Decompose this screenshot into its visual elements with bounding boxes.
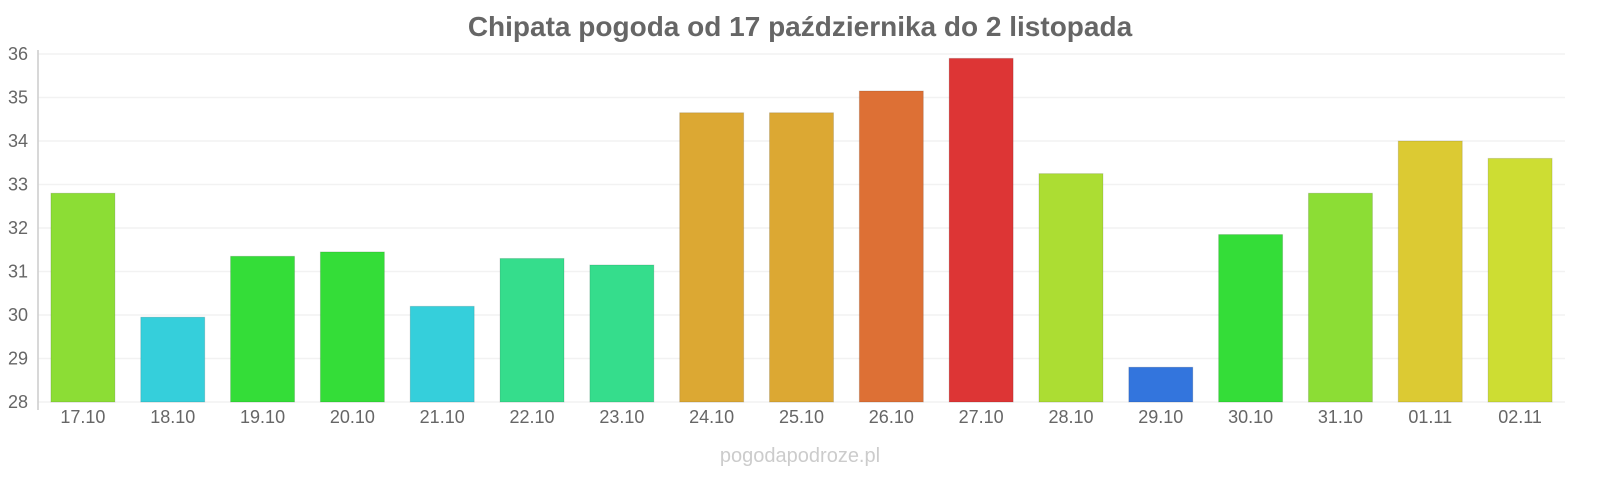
x-tick-label: 23.10 — [599, 407, 644, 427]
y-tick-label: 36 — [8, 44, 28, 64]
x-tick-label: 21.10 — [420, 407, 465, 427]
footer-watermark: pogodapodroze.pl — [720, 445, 880, 467]
y-tick-label: 32 — [8, 218, 28, 238]
x-tick-label: 29.10 — [1138, 407, 1183, 427]
x-tick-label: 02.11 — [1498, 407, 1542, 427]
bars — [50, 57, 1553, 403]
x-tick-label: 31.10 — [1318, 407, 1363, 427]
bar-25.10 — [769, 112, 834, 403]
y-tick-label: 35 — [8, 88, 28, 108]
bar-29.10 — [1128, 366, 1194, 403]
bar-02.11 — [1487, 157, 1553, 403]
y-tick-label: 34 — [8, 131, 28, 151]
bar-23.10 — [589, 264, 655, 403]
y-tick-label: 28 — [8, 392, 28, 412]
bar-30.10 — [1218, 234, 1284, 403]
x-axis-ticks: 17.10 18.10 19.10 20.10 21.10 22.10 23.10 24.10… — [60, 407, 1542, 427]
x-tick-label: 17.10 — [60, 407, 105, 427]
bar-01.11 — [1397, 140, 1463, 403]
y-axis-ticks: 28 29 30 31 32 33 34 35 36 — [8, 44, 28, 412]
y-tick-label: 33 — [8, 175, 28, 195]
x-tick-label: 18.10 — [150, 407, 195, 427]
bar-17.10 — [50, 192, 116, 403]
x-tick-label: 19.10 — [240, 407, 285, 427]
x-tick-label: 30.10 — [1228, 407, 1273, 427]
bar-31.10 — [1307, 192, 1373, 403]
x-tick-label: 25.10 — [779, 407, 824, 427]
bar-18.10 — [140, 316, 206, 403]
bar-26.10 — [858, 90, 924, 403]
x-tick-label: 27.10 — [959, 407, 1004, 427]
bar-27.10 — [948, 57, 1014, 403]
bar-24.10 — [679, 112, 745, 403]
y-tick-label: 31 — [8, 262, 28, 282]
bar-21.10 — [409, 305, 475, 403]
x-tick-label: 26.10 — [869, 407, 914, 427]
bar-22.10 — [499, 257, 565, 403]
bar-28.10 — [1038, 173, 1104, 403]
x-tick-label: 01.11 — [1408, 407, 1452, 427]
x-tick-label: 20.10 — [330, 407, 375, 427]
x-tick-label: 28.10 — [1048, 407, 1093, 427]
bar-20.10 — [319, 251, 385, 403]
y-tick-label: 30 — [8, 305, 28, 325]
y-tick-label: 29 — [8, 349, 28, 369]
bar-19.10 — [230, 255, 296, 403]
chart-title: Chipata pogoda od 17 października do 2 l… — [468, 11, 1133, 42]
x-tick-label: 22.10 — [510, 407, 555, 427]
x-tick-label: 24.10 — [689, 407, 734, 427]
